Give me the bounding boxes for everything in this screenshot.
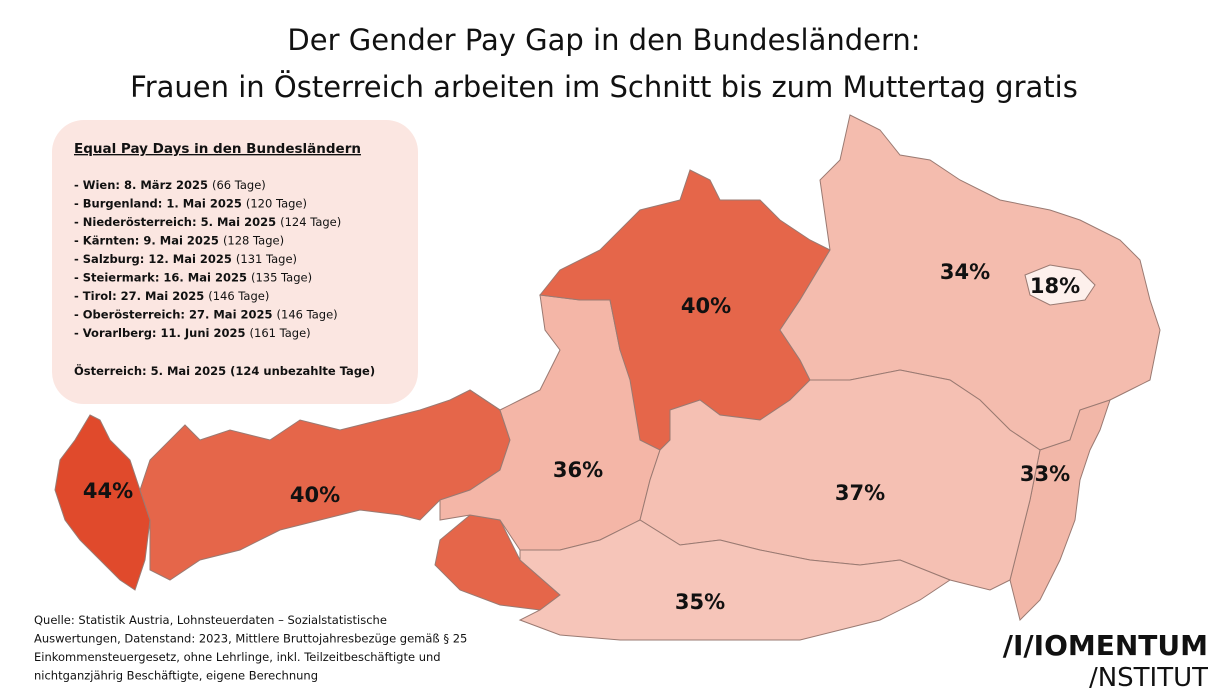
legend-days: (128 Tage) <box>223 234 284 248</box>
source-line: nichtganzjährig Beschäftigte, eigene Ber… <box>34 669 318 683</box>
legend-total: Österreich: 5. Mai 2025 (124 unbezahlte … <box>74 363 375 378</box>
region <box>518 519 952 641</box>
legend-item: - Vorarlberg: 11. Juni 2025 (161 Tage) <box>74 326 311 340</box>
legend-background <box>52 120 418 404</box>
legend-item: - Oberösterreich: 27. Mai 2025 (146 Tage) <box>74 308 338 322</box>
region <box>1024 264 1096 306</box>
legend-date: - Steiermark: 16. Mai 2025 <box>74 271 247 285</box>
legend-box: Equal Pay Days in den Bundesländern - Wi… <box>52 120 418 404</box>
legend-date: - Burgenland: 1. Mai 2025 <box>74 197 242 211</box>
legend-item: - Salzburg: 12. Mai 2025 (131 Tage) <box>74 252 297 266</box>
region-label: 35% <box>675 590 725 614</box>
region-label: 18% <box>1030 274 1080 298</box>
legend-days: (131 Tage) <box>236 252 297 266</box>
legend-days: (120 Tage) <box>246 197 307 211</box>
legend-days: (161 Tage) <box>250 326 311 340</box>
source-line: Einkommensteuergesetz, ohne Lehrlinge, i… <box>34 650 441 664</box>
source-line: Auswertungen, Datenstand: 2023, Mittlere… <box>34 632 467 646</box>
title: Frauen in Österreich arbeiten im Schnitt… <box>130 70 1078 104</box>
legend-date: - Kärnten: 9. Mai 2025 <box>74 234 219 248</box>
legend-date: - Vorarlberg: 11. Juni 2025 <box>74 326 246 340</box>
legend-days: (124 Tage) <box>280 215 341 229</box>
legend-date: - Oberösterreich: 27. Mai 2025 <box>74 308 273 322</box>
legend-date: - Tirol: 27. Mai 2025 <box>74 289 204 303</box>
map: 44% 40% 36% 40% 34% 18% 33% 37% 35% <box>54 114 1161 641</box>
legend-days: (146 Tage) <box>277 308 338 322</box>
region-label: 36% <box>553 458 603 482</box>
region-label: 40% <box>681 294 731 318</box>
title: Der Gender Pay Gap in den Bundesländern: <box>287 23 920 57</box>
legend-days: (146 Tage) <box>208 289 269 303</box>
legend-item: - Burgenland: 1. Mai 2025 (120 Tage) <box>74 197 307 211</box>
region-label: 37% <box>835 481 885 505</box>
legend-item: - Wien: 8. März 2025 (66 Tage) <box>74 178 266 192</box>
legend-days: (135 Tage) <box>251 271 312 285</box>
logo: /I/IOMENTUM <box>1003 629 1208 662</box>
legend-item: - Tirol: 27. Mai 2025 (146 Tage) <box>74 289 269 303</box>
legend-item: - Kärnten: 9. Mai 2025 (128 Tage) <box>74 234 284 248</box>
logo: /NSTITUT <box>1089 663 1208 688</box>
legend-date: - Wien: 8. März 2025 <box>74 178 208 192</box>
region <box>54 414 151 591</box>
legend-date: - Salzburg: 12. Mai 2025 <box>74 252 232 266</box>
region-label: 33% <box>1020 462 1070 486</box>
region-label: 34% <box>940 260 990 284</box>
source: Quelle: Statistik Austria, Lohnsteuerdat… <box>34 613 467 683</box>
legend-days: (66 Tage) <box>212 178 266 192</box>
region-label: 40% <box>290 483 340 507</box>
legend-item: - Steiermark: 16. Mai 2025 (135 Tage) <box>74 271 312 285</box>
region-label: 44% <box>83 479 133 503</box>
legend-heading: Equal Pay Days in den Bundesländern <box>74 141 361 157</box>
source-line: Quelle: Statistik Austria, Lohnsteuerdat… <box>34 613 387 627</box>
legend-items: - Wien: 8. März 2025 (66 Tage) - Burgenlan… <box>74 178 341 340</box>
legend-date: - Niederösterreich: 5. Mai 2025 <box>74 215 276 229</box>
legend-item: - Niederösterreich: 5. Mai 2025 (124 Tage… <box>74 215 341 229</box>
